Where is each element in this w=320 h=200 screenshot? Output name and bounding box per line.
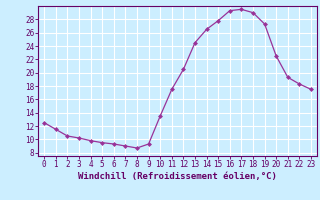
X-axis label: Windchill (Refroidissement éolien,°C): Windchill (Refroidissement éolien,°C) xyxy=(78,172,277,181)
